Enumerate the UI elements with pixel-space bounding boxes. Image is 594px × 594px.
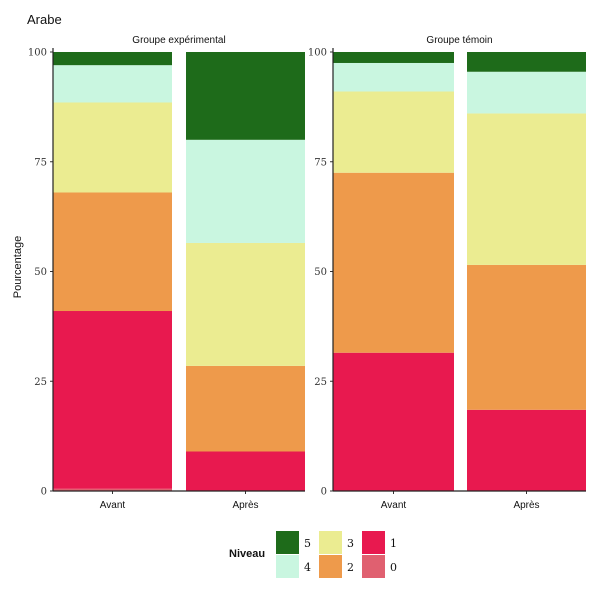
legend-swatch-level-5: [276, 531, 299, 554]
legend-title: Niveau: [229, 548, 265, 560]
bar-segment-level-1: [186, 451, 305, 491]
bar-segment-level-5: [53, 52, 172, 66]
facet-label: Groupe témoin: [426, 35, 492, 46]
facet-label: Groupe expérimental: [132, 35, 225, 46]
y-tick-label: 0: [41, 487, 47, 498]
y-tick-label: 100: [28, 48, 47, 59]
bar-segment-level-4: [333, 62, 454, 92]
bar-segment-level-4: [53, 65, 172, 103]
bar-segment-level-3: [333, 91, 454, 173]
legend-swatch-level-1: [362, 531, 385, 554]
chart-title: Arabe: [27, 12, 62, 27]
legend-label: 2: [347, 561, 354, 574]
legend-swatch-level-3: [319, 531, 342, 554]
legend: Niveau 5 4 3 2 1 0: [229, 531, 397, 578]
legend-label: 0: [390, 561, 397, 574]
bar-segment-level-3: [53, 102, 172, 193]
bar-segment-level-1: [333, 352, 454, 491]
bar-segment-level-2: [333, 172, 454, 353]
y-tick-label: 75: [314, 157, 327, 168]
bar-segment-level-4: [186, 139, 305, 243]
bar-segment-level-3: [186, 242, 305, 366]
x-tick-label: Après: [513, 500, 539, 511]
bar-segment-level-5: [186, 52, 305, 140]
y-tick-label: 25: [34, 377, 47, 388]
bar-segment-level-4: [467, 71, 586, 114]
x-tick-label: Avant: [381, 500, 407, 511]
y-tick-label: 50: [314, 267, 327, 278]
bar-segment-level-2: [186, 365, 305, 452]
legend-label: 3: [347, 537, 354, 550]
bar-segment-level-1: [467, 409, 586, 491]
y-tick-label: 75: [34, 157, 47, 168]
legend-label: 5: [304, 537, 311, 550]
y-tick-label: 0: [321, 487, 327, 498]
bar-segment-level-1: [53, 311, 172, 489]
legend-label: 1: [390, 537, 397, 550]
bar-segment-level-0: [53, 488, 172, 491]
x-tick-label: Avant: [100, 500, 126, 511]
y-tick-label: 100: [308, 48, 327, 59]
bar-segment-level-2: [53, 192, 172, 312]
x-tick-label: Après: [232, 500, 258, 511]
legend-swatch-level-4: [276, 555, 299, 578]
y-tick-label: 25: [314, 377, 327, 388]
bar-segment-level-2: [467, 264, 586, 410]
legend-swatch-level-2: [319, 555, 342, 578]
facet-panel: Groupe expérimental 0 25 50 75 100 Avant Après: [28, 35, 305, 511]
legend-label: 4: [304, 561, 311, 574]
facet-panel: Groupe témoin 0 25 50 75 100 Avant Après: [308, 35, 586, 511]
bar-segment-level-5: [333, 52, 454, 63]
y-axis-label: Pourcentage: [12, 236, 24, 298]
y-tick-label: 50: [34, 267, 47, 278]
bar-segment-level-3: [467, 113, 586, 265]
bar-segment-level-5: [467, 52, 586, 72]
legend-swatch-level-0: [362, 555, 385, 578]
